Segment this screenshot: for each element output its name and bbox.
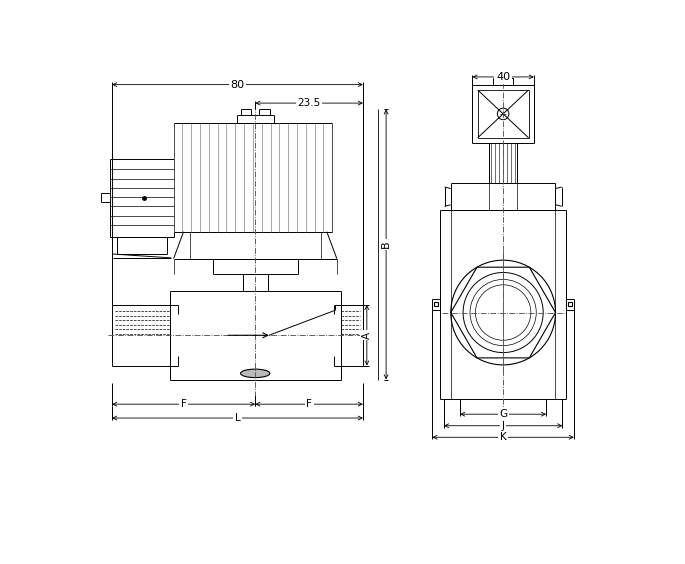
Text: 23.5: 23.5: [297, 98, 321, 108]
Text: 80: 80: [230, 80, 245, 90]
Text: L: L: [234, 413, 240, 423]
Text: B: B: [381, 241, 391, 248]
Text: F: F: [306, 399, 312, 409]
Ellipse shape: [240, 369, 270, 378]
Text: J: J: [501, 421, 505, 431]
Text: A: A: [362, 332, 372, 339]
Text: K: K: [500, 432, 506, 442]
Text: 40: 40: [496, 72, 510, 82]
Text: F: F: [181, 399, 186, 409]
Text: G: G: [499, 409, 507, 419]
